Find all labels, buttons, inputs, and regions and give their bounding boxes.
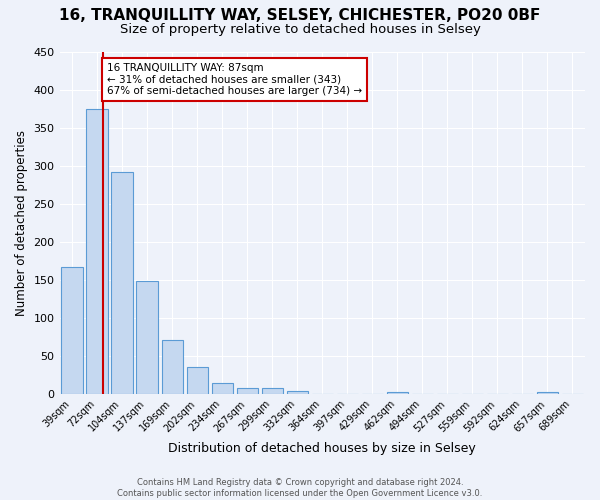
Bar — [187, 367, 208, 394]
Bar — [86, 110, 108, 394]
Bar — [161, 340, 183, 394]
Bar — [236, 388, 258, 394]
Text: Contains HM Land Registry data © Crown copyright and database right 2024.
Contai: Contains HM Land Registry data © Crown c… — [118, 478, 482, 498]
Text: 16, TRANQUILLITY WAY, SELSEY, CHICHESTER, PO20 0BF: 16, TRANQUILLITY WAY, SELSEY, CHICHESTER… — [59, 8, 541, 22]
Bar — [212, 383, 233, 394]
X-axis label: Distribution of detached houses by size in Selsey: Distribution of detached houses by size … — [169, 442, 476, 455]
Text: 16 TRANQUILLITY WAY: 87sqm
← 31% of detached houses are smaller (343)
67% of sem: 16 TRANQUILLITY WAY: 87sqm ← 31% of deta… — [107, 63, 362, 96]
Bar — [387, 392, 408, 394]
Y-axis label: Number of detached properties: Number of detached properties — [15, 130, 28, 316]
Bar — [61, 267, 83, 394]
Text: Size of property relative to detached houses in Selsey: Size of property relative to detached ho… — [119, 22, 481, 36]
Bar — [136, 281, 158, 394]
Bar — [112, 172, 133, 394]
Bar — [287, 391, 308, 394]
Bar — [537, 392, 558, 394]
Bar — [262, 388, 283, 394]
